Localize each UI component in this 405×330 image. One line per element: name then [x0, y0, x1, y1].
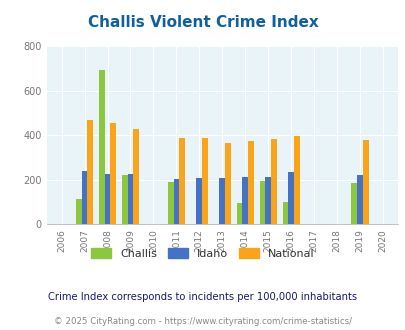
- Bar: [351, 183, 356, 224]
- Bar: [127, 174, 133, 224]
- Bar: [236, 203, 242, 224]
- Bar: [265, 177, 271, 224]
- Bar: [196, 178, 202, 224]
- Bar: [356, 176, 362, 224]
- Bar: [110, 123, 116, 224]
- Bar: [122, 175, 127, 224]
- Text: Challis Violent Crime Index: Challis Violent Crime Index: [87, 15, 318, 30]
- Bar: [282, 202, 288, 224]
- Bar: [259, 181, 265, 224]
- Bar: [179, 138, 185, 224]
- Legend: Challis, Idaho, National: Challis, Idaho, National: [87, 244, 318, 263]
- Bar: [219, 178, 225, 224]
- Bar: [247, 141, 253, 224]
- Bar: [242, 177, 247, 224]
- Bar: [293, 136, 299, 224]
- Bar: [225, 143, 230, 224]
- Bar: [76, 199, 81, 224]
- Bar: [99, 70, 104, 224]
- Bar: [167, 182, 173, 224]
- Bar: [87, 120, 93, 224]
- Bar: [202, 138, 207, 224]
- Bar: [362, 140, 368, 224]
- Bar: [173, 180, 179, 224]
- Bar: [81, 171, 87, 224]
- Bar: [133, 129, 139, 224]
- Text: © 2025 CityRating.com - https://www.cityrating.com/crime-statistics/: © 2025 CityRating.com - https://www.city…: [54, 317, 351, 326]
- Bar: [271, 139, 276, 224]
- Bar: [288, 173, 293, 224]
- Text: Crime Index corresponds to incidents per 100,000 inhabitants: Crime Index corresponds to incidents per…: [48, 292, 357, 302]
- Bar: [104, 174, 110, 224]
